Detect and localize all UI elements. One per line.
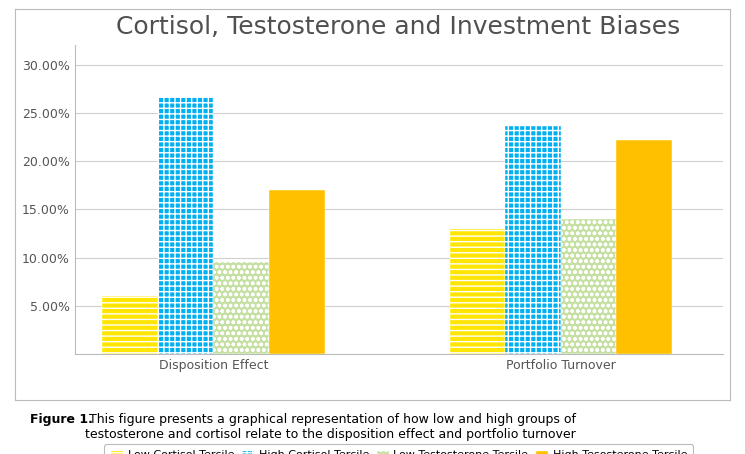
Legend: Low Cortisol Tercile, High Cortisol Tercile, Low Testosterone Tercile, High Teso: Low Cortisol Tercile, High Cortisol Terc… — [104, 444, 693, 454]
Bar — [158, 97, 213, 354]
Bar — [213, 262, 269, 354]
Bar — [269, 190, 325, 354]
Text: This figure presents a graphical representation of how low and high groups of
te: This figure presents a graphical represe… — [85, 413, 576, 441]
Text: Figure 1.: Figure 1. — [30, 413, 92, 426]
Bar — [449, 229, 505, 354]
Bar — [102, 296, 158, 354]
Bar — [561, 219, 616, 354]
Title: Cortisol, Testosterone and Investment Biases: Cortisol, Testosterone and Investment Bi… — [116, 15, 681, 39]
Bar — [616, 140, 672, 354]
Bar — [505, 126, 561, 354]
